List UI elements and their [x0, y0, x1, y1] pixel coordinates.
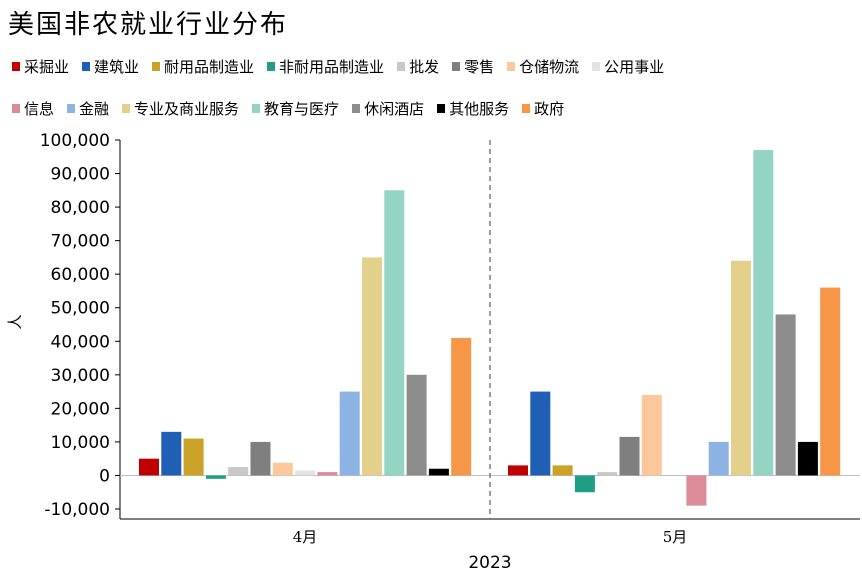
- legend-label: 信息: [24, 99, 55, 118]
- legend-item: 采掘业: [12, 56, 69, 77]
- legend-label: 专业及商业服务: [134, 99, 240, 118]
- legend-swatch: [437, 103, 446, 113]
- legend-swatch: [12, 103, 20, 113]
- legend-item: 批发: [397, 56, 439, 77]
- y-tick-label: 90,000: [51, 165, 110, 185]
- bar: [753, 150, 774, 476]
- legend-item: 其他服务: [437, 98, 509, 119]
- bars: [139, 150, 841, 506]
- legend: 采掘业 建筑业 耐用品制造业 非耐用品制造业 批发 零售 仓储物流 公用事业 信息 金融 专业及商…: [12, 52, 862, 136]
- legend-row-2: 信息 金融 专业及商业服务 教育与医疗 休闲酒店 其他服务 政府: [12, 94, 862, 122]
- legend-item: 信息: [12, 98, 54, 119]
- x-axis-title: 2023: [468, 553, 511, 572]
- bar: [797, 441, 818, 476]
- x-category-label: 4月: [293, 528, 318, 546]
- legend-item: 休闲酒店: [352, 98, 424, 119]
- bar: [161, 431, 182, 476]
- axes: [115, 139, 860, 520]
- legend-swatch: [152, 61, 161, 71]
- bar: [295, 470, 316, 476]
- legend-label: 政府: [534, 99, 565, 118]
- legend-swatch: [267, 61, 276, 71]
- bar: [731, 260, 751, 476]
- bar: [597, 472, 618, 476]
- y-tick-label: 40,000: [51, 332, 110, 352]
- legend-item: 仓储物流: [507, 56, 579, 77]
- legend-item: 耐用品制造业: [152, 56, 254, 77]
- legend-label: 金融: [79, 99, 110, 118]
- legend-item: 零售: [452, 56, 494, 77]
- legend-label: 其他服务: [449, 99, 510, 118]
- bar: [406, 374, 427, 476]
- bar: [362, 257, 382, 476]
- legend-label: 零售: [464, 57, 495, 76]
- legend-row-1: 采掘业 建筑业 耐用品制造业 非耐用品制造业 批发 零售 仓储物流 公用事业: [12, 52, 862, 80]
- legend-swatch: [82, 61, 91, 71]
- legend-label: 仓储物流: [519, 57, 580, 76]
- y-tick-label: 80,000: [51, 198, 110, 218]
- bar: [339, 391, 360, 476]
- legend-swatch: [12, 61, 20, 71]
- y-tick-label: 30,000: [51, 366, 110, 386]
- legend-item: 公用事业: [592, 56, 664, 77]
- bar: [775, 314, 796, 476]
- chart-title: 美国非农就业行业分布: [8, 10, 289, 40]
- y-tick-label: 60,000: [51, 265, 110, 285]
- legend-item: 教育与医疗: [252, 98, 339, 119]
- legend-label: 教育与医疗: [264, 99, 340, 118]
- y-tick-label: -10,000: [44, 500, 110, 520]
- legend-item: 建筑业: [82, 56, 139, 77]
- bar: [451, 337, 472, 476]
- legend-swatch: [252, 103, 261, 113]
- legend-item: 政府: [522, 98, 564, 119]
- y-tick-label: 0: [99, 466, 110, 486]
- x-category-label: 5月: [663, 528, 688, 546]
- legend-label: 耐用品制造业: [164, 57, 255, 76]
- bar: [183, 438, 204, 476]
- legend-item: 金融: [67, 98, 109, 119]
- legend-label: 建筑业: [94, 57, 140, 76]
- y-tick-label: 10,000: [51, 433, 110, 453]
- legend-swatch: [122, 103, 131, 113]
- legend-label: 公用事业: [604, 57, 665, 76]
- bar: [552, 465, 573, 476]
- axis-labels: -10,000 0 10,000 20,000 30,000 40,000 50,000 60…: [6, 131, 687, 572]
- bar: [574, 475, 595, 493]
- bar: [428, 468, 449, 476]
- legend-label: 批发: [409, 57, 440, 76]
- bar: [139, 458, 159, 476]
- y-tick-label: 100,000: [40, 131, 110, 151]
- bar: [205, 475, 226, 479]
- legend-label: 采掘业: [24, 57, 70, 76]
- y-tick-label: 20,000: [51, 399, 110, 419]
- bar: [619, 436, 640, 476]
- legend-swatch: [397, 61, 406, 71]
- legend-swatch: [522, 103, 531, 113]
- legend-swatch: [352, 103, 361, 113]
- legend-item: 专业及商业服务: [122, 98, 239, 119]
- y-tick-label: 50,000: [51, 299, 110, 319]
- legend-swatch: [67, 103, 76, 113]
- bar: [530, 391, 551, 476]
- bar: [686, 475, 707, 506]
- bar: [384, 190, 405, 476]
- legend-swatch: [507, 61, 516, 71]
- bar: [820, 287, 841, 476]
- legend-swatch: [592, 61, 601, 71]
- legend-label: 休闲酒店: [364, 99, 425, 118]
- bar: [508, 465, 528, 476]
- bar: [317, 472, 338, 476]
- bar: [708, 441, 729, 476]
- y-axis-title: 人: [6, 314, 24, 329]
- y-tick-label: 70,000: [51, 232, 110, 252]
- legend-item: 非耐用品制造业: [267, 56, 384, 77]
- bar: [641, 394, 662, 476]
- bar: [272, 462, 293, 476]
- legend-swatch: [452, 61, 461, 71]
- bar: [250, 441, 271, 476]
- legend-label: 非耐用品制造业: [279, 57, 385, 76]
- bar: [228, 467, 249, 476]
